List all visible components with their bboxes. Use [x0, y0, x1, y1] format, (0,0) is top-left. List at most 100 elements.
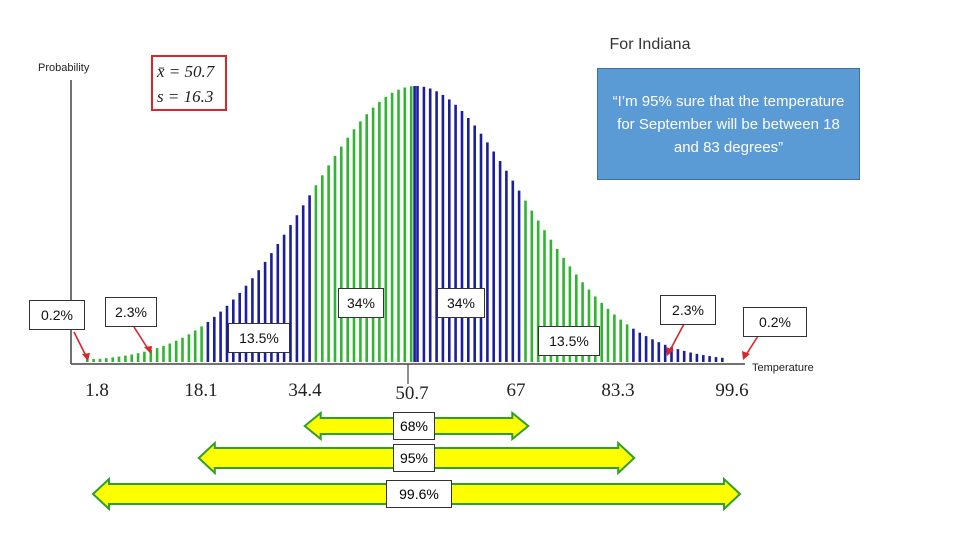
curve-bar: [511, 180, 515, 362]
curve-bar: [638, 332, 642, 362]
x-axis-label: Temperature: [752, 362, 814, 374]
curve-bar: [644, 336, 648, 362]
curve-bar: [397, 89, 400, 362]
curve-bar: [575, 274, 578, 362]
curve-bar: [689, 352, 692, 362]
tick-label: 99.6: [715, 380, 749, 401]
curve-bar: [536, 220, 540, 362]
curve-bar: [174, 340, 178, 362]
curve-bar: [130, 354, 133, 362]
pointer-left-2.3-head: [144, 346, 152, 354]
curve-bar: [543, 230, 546, 362]
curve-bar: [295, 215, 299, 362]
curve-bar: [549, 239, 553, 362]
curve-bar: [187, 334, 191, 362]
band-label-3: 34%: [338, 288, 384, 318]
curve-bar: [625, 324, 629, 362]
mean-stat: x̄ = 50.7: [157, 62, 215, 81]
curve-bar: [149, 350, 153, 362]
callout-text: “I’m 95% sure that the temperature for S…: [612, 92, 845, 156]
curve-bar: [587, 289, 591, 362]
curve-bar: [670, 347, 673, 362]
curve-bar: [168, 343, 172, 362]
curve-bar: [435, 91, 438, 363]
curve-bar: [321, 175, 324, 362]
curve-bar: [124, 355, 127, 362]
curve-bar: [276, 244, 280, 362]
curve-bar: [403, 87, 407, 362]
tick-label: 50.7: [395, 383, 429, 404]
curve-bar: [657, 342, 661, 362]
curve-bar: [492, 151, 495, 362]
band-label-2: 13.5%: [228, 323, 290, 353]
curve-bar: [467, 118, 470, 362]
y-axis-label: Probability: [38, 62, 90, 74]
curve-bar: [200, 326, 203, 362]
curve-bar: [568, 266, 572, 362]
range-99.6-label: 99.6%: [386, 480, 452, 508]
curve-bar: [378, 101, 381, 363]
curve-bar: [479, 133, 483, 362]
sd-stat: s = 16.3: [157, 87, 214, 106]
pointer-right-0.2-head: [742, 351, 750, 360]
tick-label: 18.1: [184, 380, 218, 401]
range-68-label: 68%: [393, 412, 435, 440]
curve-bar: [289, 225, 292, 362]
stats-box: x̄ = 50.7 s = 16.3: [151, 55, 227, 111]
curve-bar: [441, 94, 445, 363]
tick-label: 67: [506, 380, 526, 401]
range-95-label: 95%: [393, 444, 435, 472]
curve-bar: [308, 195, 311, 362]
curve-bar: [257, 270, 260, 362]
curve-bar: [581, 282, 584, 362]
curve-bar: [555, 248, 559, 362]
curve-bar: [486, 142, 489, 362]
curve-bar: [416, 86, 419, 362]
curve-bar: [105, 358, 108, 362]
curve-bar: [98, 358, 102, 362]
curve-bar: [651, 339, 654, 362]
pointer-left-0.2-head: [82, 353, 90, 361]
tail-right-label: 0.2%: [743, 307, 807, 337]
curve-bar: [632, 328, 635, 362]
pointer-right-2.3-head: [666, 347, 674, 356]
curve-bar: [346, 137, 349, 362]
curve-bar: [619, 319, 622, 362]
callout-box: “I’m 95% sure that the temperature for S…: [597, 68, 860, 180]
curve-bar: [301, 205, 305, 362]
curve-bar: [695, 353, 699, 362]
curve-bar: [682, 350, 686, 362]
curve-bar: [213, 316, 216, 362]
curve-bar: [708, 356, 711, 362]
curve-bar: [327, 165, 330, 362]
curve-bar: [225, 305, 229, 362]
tick-label: 34.4: [288, 380, 322, 401]
curve-bar: [714, 357, 718, 362]
curve-bar: [92, 359, 95, 362]
curve-bar: [606, 308, 610, 362]
curve-bar: [390, 92, 394, 363]
band-label-6: 2.3%: [660, 295, 716, 325]
curve-bar: [562, 257, 565, 362]
curve-bar: [219, 311, 222, 362]
curve-bar: [721, 357, 724, 362]
curve-bar: [155, 348, 159, 362]
curve-bar: [181, 337, 184, 362]
curve-bar: [143, 351, 146, 362]
curve-bar: [86, 359, 89, 362]
curve-bar: [365, 114, 368, 362]
curve-bar: [517, 190, 521, 362]
curve-bar: [340, 146, 343, 362]
curve-bar: [206, 321, 210, 362]
curve-bar: [505, 170, 508, 362]
curve-bar: [352, 129, 356, 362]
curve-bar: [282, 234, 286, 362]
curve-bar: [409, 86, 413, 363]
curve-bar: [613, 314, 616, 362]
curve-bar: [460, 111, 464, 362]
curve-bar: [422, 86, 426, 363]
curve-bar: [448, 99, 451, 363]
band-label-1: 2.3%: [105, 297, 157, 327]
curve-bar: [162, 345, 165, 362]
